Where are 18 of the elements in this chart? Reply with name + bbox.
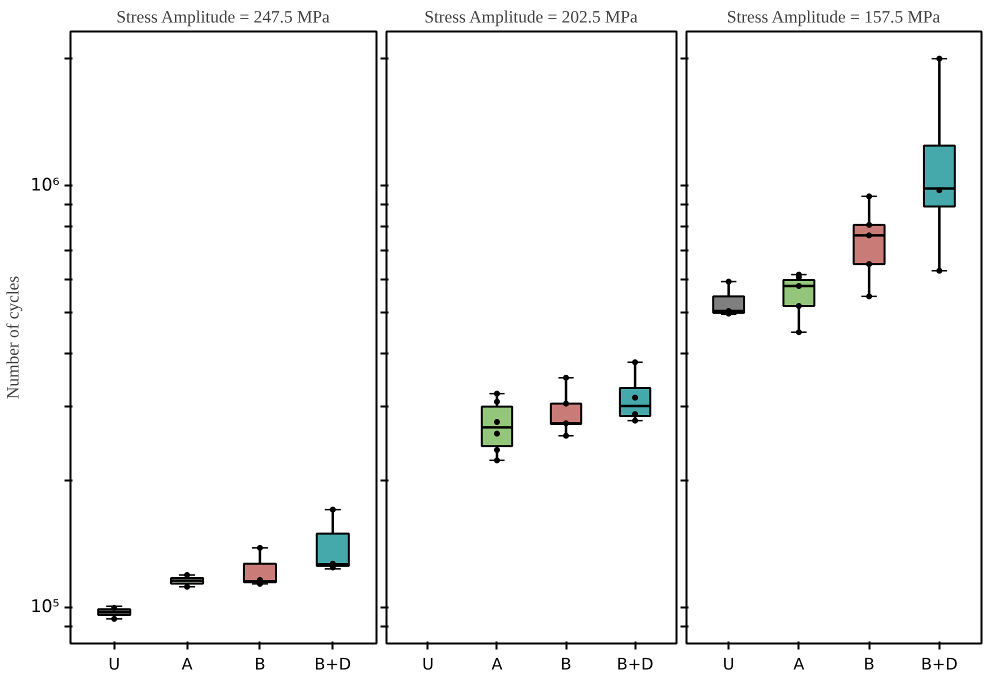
y-tick-label: 10⁶ bbox=[30, 176, 60, 196]
x-tick-label: A bbox=[492, 654, 503, 674]
x-tick-label: B+D bbox=[921, 654, 958, 674]
chart-title: Stress Amplitude = 202.5 MPa bbox=[424, 8, 638, 26]
y-tick-label: 10⁵ bbox=[30, 597, 60, 618]
x-tick-label: B bbox=[864, 654, 875, 674]
chart-title: Stress Amplitude = 247.5 MPa bbox=[116, 8, 330, 26]
chart-title: Stress Amplitude = 157.5 MPa bbox=[726, 8, 941, 26]
x-tick-label: U bbox=[108, 654, 120, 674]
x-tick-label: B bbox=[560, 654, 572, 674]
x-tick-label: B+D bbox=[314, 654, 352, 674]
x-tick-label: U bbox=[422, 654, 434, 674]
x-tick-label: A bbox=[182, 654, 193, 674]
x-tick-label: B+D bbox=[616, 654, 654, 674]
x-tick-label: B bbox=[254, 654, 266, 674]
x-tick-label: A bbox=[793, 654, 804, 674]
y-axis-title: Number of cycles bbox=[4, 276, 23, 400]
x-tick-label: U bbox=[722, 654, 735, 674]
